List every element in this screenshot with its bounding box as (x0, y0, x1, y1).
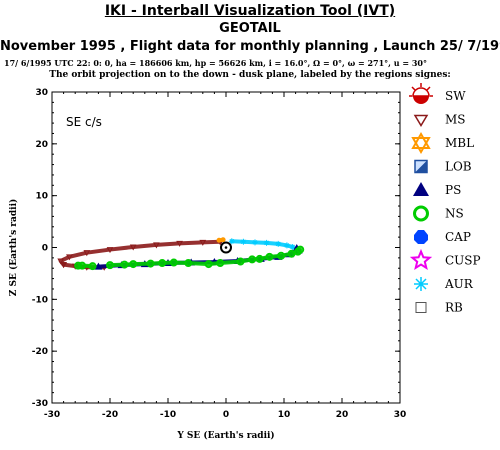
orbit-marker-ms (106, 247, 114, 254)
orbit-marker-ns (158, 259, 167, 268)
legend-item-cusp: CUSP (409, 248, 481, 270)
x-tick-label: -30 (44, 410, 60, 420)
orbit-marker-ps (94, 262, 103, 270)
y-tick-label: -30 (32, 399, 48, 409)
orbit-marker-ms (66, 254, 73, 261)
orbit-marker-aur (228, 238, 235, 245)
x-tick-label: -20 (102, 410, 118, 420)
legend-label: AUR (444, 277, 474, 291)
mbl-icon-inverse (411, 137, 431, 155)
orbit-marker-ms (83, 250, 91, 257)
orbit-parameters: 17/ 6/1995 UTC 22: 0: 0, ha = 186606 km,… (4, 58, 427, 68)
earth-center (224, 246, 228, 249)
orbit-marker-ns (236, 257, 245, 266)
projection-note: The orbit projection on to the down - du… (49, 70, 451, 80)
legend-item-ns: NS (413, 205, 464, 222)
orbit-marker-ns (265, 252, 274, 261)
orbit-marker-ns (106, 261, 114, 270)
legend-label: SW (445, 89, 466, 103)
x-tick-label: 30 (394, 410, 407, 420)
legend-label: CUSP (445, 254, 481, 268)
y-tick-label: 20 (35, 140, 48, 150)
legend-item-lob: LOB (414, 160, 472, 174)
legend-label: PS (445, 183, 461, 197)
x-tick-label: 20 (336, 410, 349, 420)
legend-item-sw: SW (409, 83, 466, 104)
legend-label: MS (445, 113, 466, 127)
x-axis-label: Y SE (Earth's radii) (176, 430, 274, 441)
ps-icon (413, 182, 429, 196)
legend-item-aur: AUR (414, 277, 474, 291)
y-tick-label: 30 (35, 88, 48, 98)
orbit-marker-ns (248, 255, 257, 264)
sw-icon (412, 87, 430, 97)
cap-icon (414, 230, 428, 244)
orbit-marker-aur (252, 239, 258, 246)
orbit-marker-ns (88, 262, 97, 271)
legend-label: MBL (445, 136, 474, 150)
aur-icon (414, 277, 428, 291)
orbit-marker-ms (129, 244, 137, 251)
orbit-marker-ns (216, 259, 225, 268)
orbit-marker-ns (120, 260, 129, 269)
y-tick-label: -10 (32, 295, 48, 305)
legend-item-mbl: MBL (411, 131, 474, 155)
lob-icon-fill (415, 160, 427, 173)
orbit-marker-ms (153, 242, 160, 249)
y-axis-label: Z SE (Earth's radii) (8, 199, 19, 297)
y-tick-label: 10 (35, 192, 48, 202)
frame-label: SE c/s (66, 115, 102, 129)
sw-rays (409, 83, 433, 97)
x-tick-label: 0 (223, 410, 229, 420)
rb-icon (415, 302, 427, 313)
mbl-icon (411, 131, 431, 149)
y-tick-label: 0 (42, 244, 48, 254)
legend-item-rb: RB (415, 301, 463, 315)
legend-item-ms: MS (413, 113, 466, 127)
orbit-marker-aur (289, 243, 296, 250)
orbit-marker-ms (57, 258, 65, 265)
orbit-marker-aur (263, 239, 270, 246)
orbit-marker-ns (146, 259, 155, 268)
orbit-marker-aur (240, 238, 247, 245)
y-tick-label: -20 (32, 347, 48, 357)
orbit-marker-ns (296, 245, 305, 254)
cusp-icon (409, 248, 433, 270)
orbit-marker-ns (255, 254, 264, 263)
orbit-marker-ms (60, 262, 67, 269)
orbit-marker-ns (78, 261, 87, 270)
orbit-segment-ms (58, 239, 223, 267)
x-tick-label: 10 (278, 410, 291, 420)
legend-item-cap: CAP (414, 230, 471, 244)
x-tick-label: -10 (160, 410, 176, 420)
orbit-marker-mbl (220, 237, 226, 243)
ns-icon (413, 205, 429, 222)
orbit-marker-ns (129, 260, 138, 269)
orbit-marker-ns (277, 251, 286, 260)
orbit-marker-ms (176, 240, 183, 247)
orbit-marker-ns (169, 258, 178, 267)
sw-icon-fill (413, 96, 429, 104)
orbit-marker-aur (275, 240, 282, 247)
orbit-marker-ns (204, 260, 213, 269)
orbit-marker-mbl (216, 237, 222, 243)
legend-label: CAP (445, 230, 471, 244)
plan-subtitle: November 1995 , Flight data for monthly … (0, 39, 500, 54)
orbit-marker-ns (184, 259, 193, 268)
legend-label: NS (445, 207, 464, 221)
orbit-marker-ns (74, 261, 83, 270)
legend-label: RB (445, 301, 463, 315)
satellite-name: GEOTAIL (219, 21, 281, 36)
orbit-marker-ms (199, 239, 207, 246)
ms-icon (413, 114, 429, 127)
orbit-marker-aur (283, 242, 290, 249)
legend-item-ps: PS (413, 182, 461, 197)
legend-label: LOB (445, 160, 472, 174)
tool-title: IKI - Interball Visualization Tool (IVT) (104, 3, 396, 19)
